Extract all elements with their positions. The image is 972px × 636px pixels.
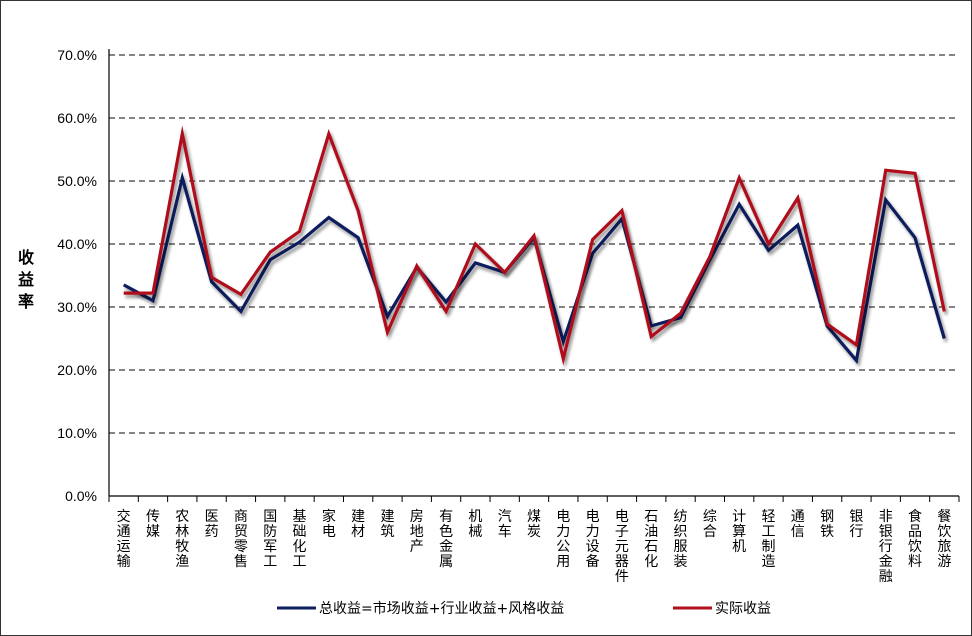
x-tick-label: 建材	[351, 509, 365, 540]
y-axis-label: 收益率	[18, 248, 34, 311]
x-tick-label: 商贸零售	[234, 509, 248, 570]
x-tick-label: 通信	[791, 509, 805, 540]
x-tick-label: 电力设备	[586, 509, 600, 570]
x-tick-label: 汽车	[498, 509, 512, 540]
x-tick-label: 医药	[205, 509, 219, 540]
x-tick-label: 综合	[703, 509, 717, 540]
x-tick-label: 交通运输	[117, 508, 131, 570]
y-tick-label: 20.0%	[57, 362, 97, 378]
x-tick-label: 农林牧渔	[175, 509, 189, 570]
y-axis-title: 收益率	[18, 248, 34, 311]
x-tick-label: 餐饮旅游	[937, 509, 951, 570]
y-tick-label: 70.0%	[57, 47, 97, 63]
x-tick-label: 轻工制造	[761, 509, 775, 570]
y-tick-label: 30.0%	[57, 299, 97, 315]
x-tick-label: 房地产	[410, 509, 424, 555]
x-tick-label: 基础化工	[293, 508, 307, 570]
y-tick-label: 0.0%	[65, 488, 97, 504]
x-tick-label: 有色金属	[439, 509, 453, 570]
x-tick-label: 食品饮料	[908, 508, 922, 570]
x-tick-label: 纺织服装	[674, 509, 688, 570]
gridlines	[109, 54, 959, 434]
x-tick-label: 机械	[468, 509, 482, 540]
x-tick-label: 非银行金融	[879, 509, 893, 585]
y-tick-label: 60.0%	[57, 110, 97, 126]
legend: 总收益=市场收益+行业收益+风格收益 实际收益	[277, 600, 771, 617]
y-tick-labels: 0.0% 10.0% 20.0% 30.0% 40.0% 50.0% 60.0% 70.0%	[57, 47, 97, 504]
legend-label-actual-return: 实际收益	[715, 601, 771, 617]
x-tick-label: 国防军工	[263, 509, 277, 570]
x-tick-label: 建筑	[380, 509, 394, 540]
x-tick-label: 石油石化	[644, 509, 658, 570]
x-tick-label: 银行	[849, 509, 863, 540]
x-tick-label: 电力公用	[556, 509, 570, 570]
x-tick-label: 煤炭	[527, 509, 541, 540]
y-tick-label: 40.0%	[57, 236, 97, 252]
x-tick-label: 计算机	[732, 509, 746, 555]
series-line-total-return	[122, 171, 946, 365]
x-tick-label: 传媒	[146, 509, 160, 540]
series-line-actual-return	[123, 125, 946, 366]
series-lines	[122, 125, 946, 366]
axes	[108, 49, 960, 502]
x-tick-label: 电子元器件	[615, 509, 629, 585]
x-tick-label: 家电	[322, 508, 336, 540]
x-tick-label: 钢铁	[820, 509, 834, 540]
y-tick-label: 50.0%	[57, 173, 97, 189]
y-tick-label: 10.0%	[57, 425, 97, 441]
legend-label-total-return: 总收益=市场收益+行业收益+风格收益	[319, 600, 564, 617]
